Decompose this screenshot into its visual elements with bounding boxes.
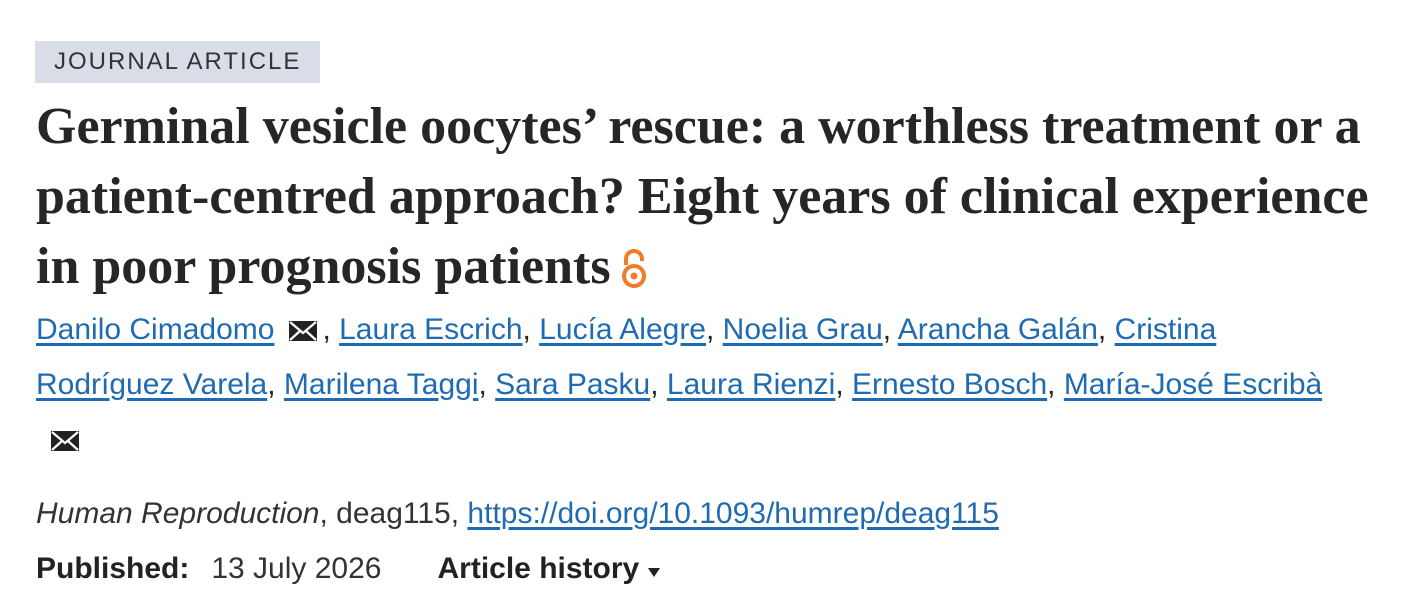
article-type: JOURNAL ARTICLE [35,41,321,83]
author-link[interactable]: Cristina Rodríguez Varela [36,313,1217,401]
separator: , [650,368,667,401]
author-link[interactable]: Sara Pasku [495,368,651,401]
author-link[interactable]: María-José Escribà [1063,368,1323,401]
separator: , [450,497,468,530]
doi-link[interactable]: https://doi.org/10.1093/humrep/deag115 [467,497,999,530]
separator: , [1047,368,1064,401]
dropdown-arrow [648,568,661,577]
email-icon[interactable] [288,320,318,342]
author-link[interactable]: Laura Escrich [339,313,523,346]
author-link[interactable]: Lucía Alegre [539,313,706,346]
article-title: Germinal vesicle oocytes’ rescue: a wort… [36,92,1386,302]
author-list: Danilo Cimadomo, Laura Escrich, Lucía Al… [36,302,1336,467]
email-icon[interactable] [50,430,80,452]
article-history[interactable]: Article history [437,552,661,585]
separator: , [1097,313,1115,346]
author-link[interactable]: Marilena Taggi [283,368,479,401]
open-access-icon [621,249,646,288]
published-label: Published: [36,552,190,585]
separator: , [319,497,337,530]
separator: , [478,368,496,401]
separator: , [835,368,853,401]
published-date: 13 July 2026 [211,552,382,585]
separator: , [267,368,284,401]
publication-info: Published: 13 July 2026 Article history [36,552,661,586]
author-link[interactable]: Ernesto Bosch [852,368,1048,401]
title-text: Germinal vesicle oocytes’ rescue: a wort… [36,98,1369,295]
journal-name: Human Reproduction [36,497,320,530]
separator: , [322,313,340,346]
citation: Human Reproduction, deag115, https://doi… [36,497,999,531]
separator: , [522,313,540,346]
article-history-label: Article history [437,552,640,585]
separator: , [882,313,898,346]
author-link[interactable]: Laura Rienzi [666,368,836,401]
separator: , [706,313,723,346]
author-link[interactable]: Noelia Grau [722,313,883,346]
article-id: deag115 [336,497,451,530]
author-link[interactable]: Danilo Cimadomo [36,313,275,346]
author-link[interactable]: Arancha Galán [897,313,1098,346]
